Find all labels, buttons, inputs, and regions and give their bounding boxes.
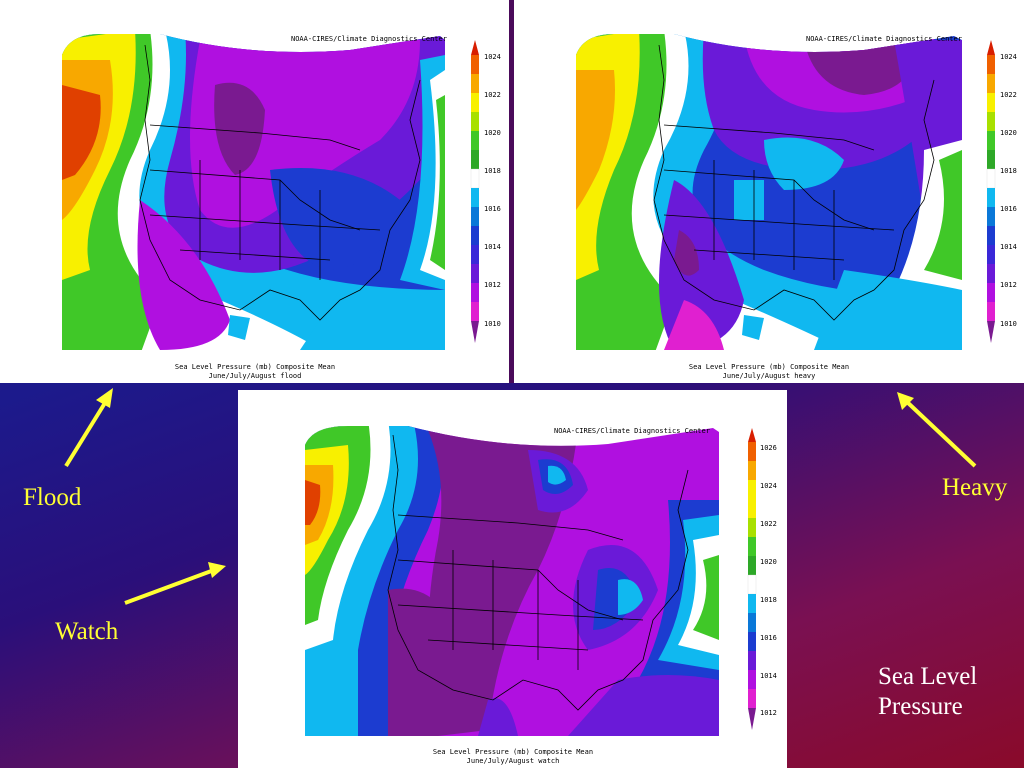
watch-cb-tick: 1018: [760, 596, 777, 604]
flood-label: Flood: [23, 484, 82, 511]
flood-cb-tick: 1012: [484, 281, 501, 289]
sea-level-line2: Pressure: [878, 693, 963, 720]
heavy-caption-line1: Sea Level Pressure (mb) Composite Mean: [688, 363, 850, 371]
watch-cb-tick: 1022: [760, 520, 777, 528]
watch-arrowhead: [208, 562, 226, 578]
watch-cb-tick: 1020: [760, 558, 777, 566]
flood-map-panel: NOAA-CIRES/Climate Diagnostics Center 10…: [0, 0, 510, 383]
heavy-cb-tick: 1014: [1000, 243, 1017, 251]
heavy-cb-tick: 1018: [1000, 167, 1017, 175]
flood-colorbar: [470, 40, 480, 343]
heavy-cb-tick: 1022: [1000, 91, 1017, 99]
watch-cb-tick: 1012: [760, 709, 777, 717]
heavy-arrow: [904, 399, 977, 468]
heavy-cb-tick: 1024: [1000, 53, 1017, 61]
flood-cb-tick: 1020: [484, 129, 501, 137]
watch-cb-tick: 1014: [760, 672, 777, 680]
flood-pressure-map: [62, 34, 480, 350]
watch-cb-tick: 1016: [760, 634, 777, 642]
sea-level-line1: Sea Level: [878, 663, 978, 690]
flood-cb-tick: 1018: [484, 167, 501, 175]
watch-cb-tick: 1026: [760, 444, 777, 452]
watch-source-credit: NOAA-CIRES/Climate Diagnostics Center: [554, 427, 710, 435]
flood-cb-tick: 1016: [484, 205, 501, 213]
flood-cb-tick: 1010: [484, 320, 501, 328]
heavy-caption-line2: June/July/August heavy: [722, 372, 816, 380]
flood-source-credit: NOAA-CIRES/Climate Diagnostics Center: [291, 35, 447, 43]
heavy-cb-tick: 1010: [1000, 320, 1017, 328]
watch-map-panel: NOAA-CIRES/Climate Diagnostics Center 10…: [238, 390, 787, 768]
watch-cb-tick: 1024: [760, 482, 777, 490]
heavy-pressure-map: [576, 34, 996, 350]
flood-cb-tick: 1022: [484, 91, 501, 99]
heavy-cb-tick: 1016: [1000, 205, 1017, 213]
heavy-label: Heavy: [942, 474, 1008, 501]
watch-pressure-map: [305, 426, 757, 736]
watch-label: Watch: [55, 618, 119, 645]
watch-caption-line1: Sea Level Pressure (mb) Composite Mean: [432, 748, 594, 756]
flood-caption-line1: Sea Level Pressure (mb) Composite Mean: [174, 363, 336, 371]
flood-caption-line2: June/July/August flood: [208, 372, 302, 380]
watch-colorbar: [747, 428, 757, 730]
heavy-arrowhead: [897, 392, 914, 410]
flood-cb-tick: 1014: [484, 243, 501, 251]
flood-arrowhead: [96, 388, 113, 408]
sea-level-pressure-title: Sea Level Pressure: [878, 662, 1018, 722]
heavy-colorbar: [986, 40, 996, 343]
flood-cb-tick: 1024: [484, 53, 501, 61]
heavy-map-panel: NOAA-CIRES/Climate Diagnostics Center 10…: [514, 0, 1024, 383]
watch-caption-line2: June/July/August watch: [466, 757, 560, 765]
heavy-cb-tick: 1020: [1000, 129, 1017, 137]
heavy-cb-tick: 1012: [1000, 281, 1017, 289]
watch-arrow: [124, 568, 215, 605]
flood-arrow: [64, 396, 110, 468]
panel-divider: [509, 0, 514, 383]
heavy-source-credit: NOAA-CIRES/Climate Diagnostics Center: [806, 35, 962, 43]
